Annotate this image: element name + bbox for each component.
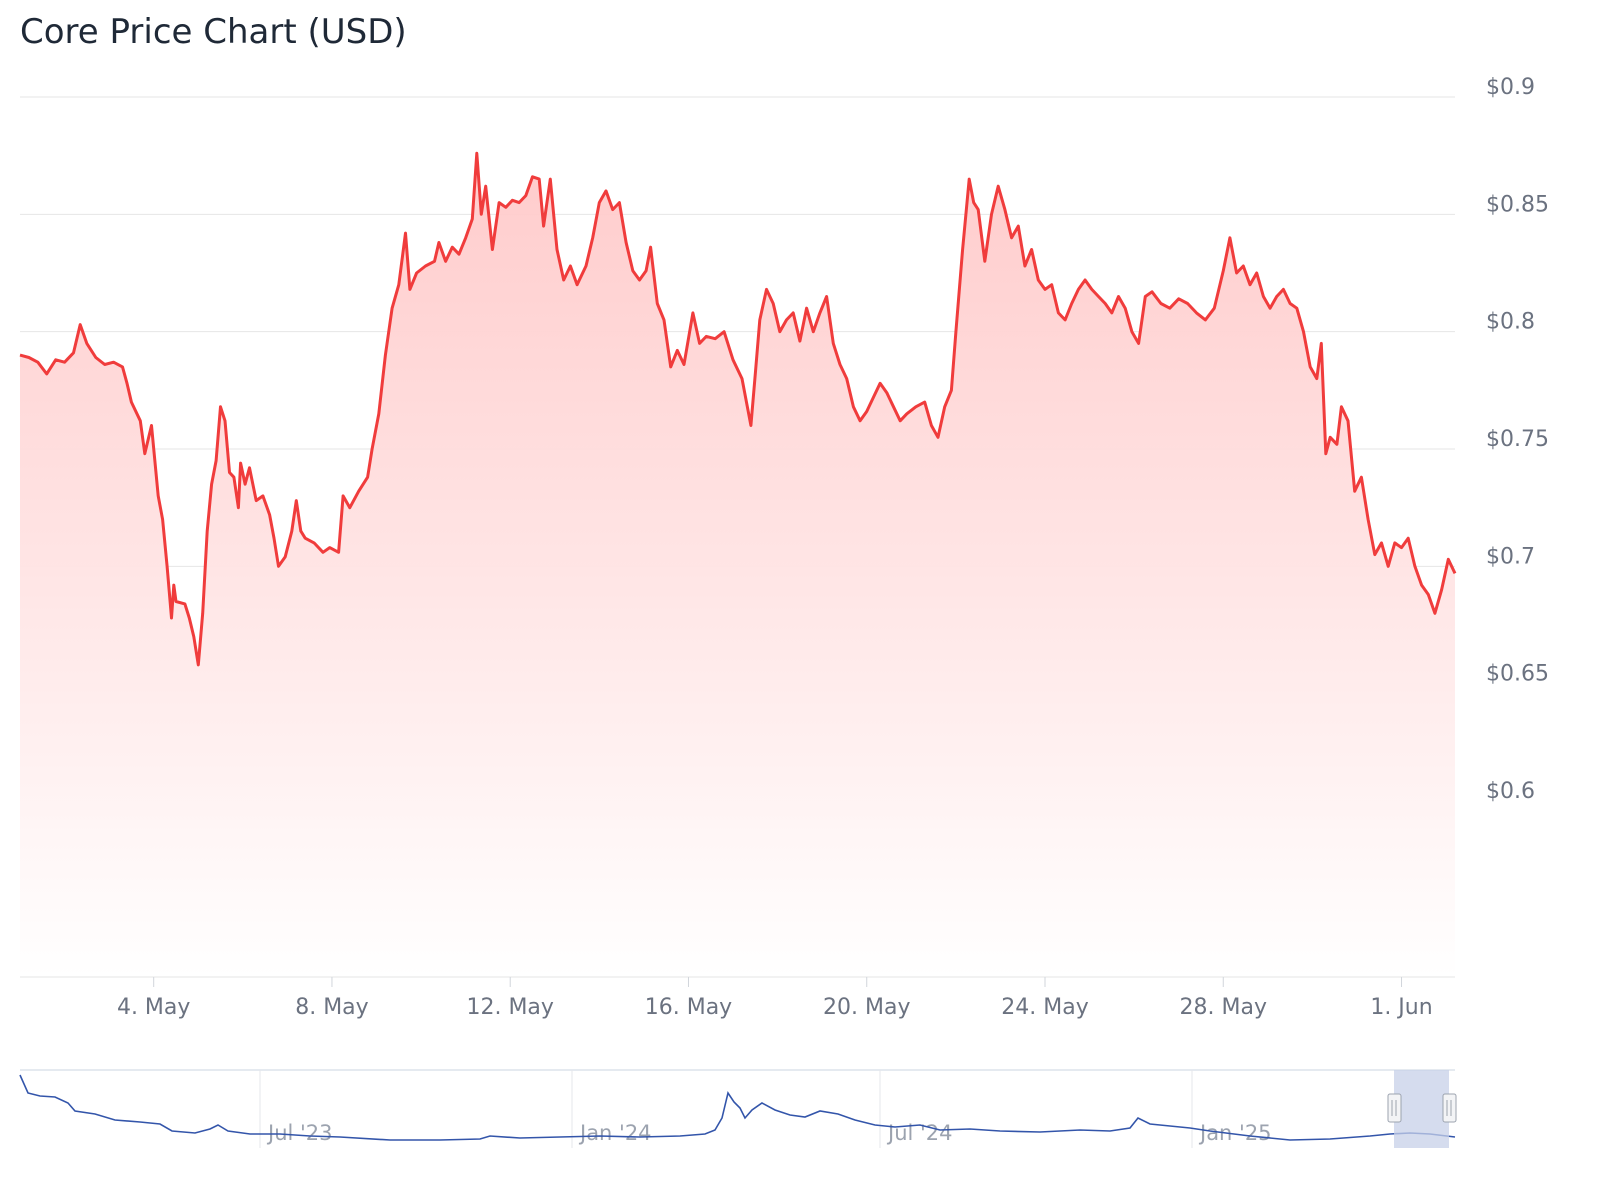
price-line [19, 151, 1457, 667]
y-tick-label: $0.8 [1486, 310, 1535, 335]
price-area [20, 153, 1455, 978]
navigator-right-handle[interactable] [1442, 1093, 1457, 1123]
navigator-left-handle[interactable] [1387, 1093, 1402, 1123]
y-tick-label: $0.65 [1486, 662, 1549, 687]
x-tick-label: 4. May [117, 995, 190, 1020]
navigator[interactable]: Jul '23 Jan '24 Jul '24 Jan '25 [19, 1069, 1457, 1148]
x-tick-label: 20. May [823, 995, 910, 1020]
x-tick-label: 28. May [1180, 995, 1267, 1020]
x-tick-label: 1. Jun [1370, 995, 1432, 1020]
y-tick-label: $0.75 [1486, 427, 1549, 452]
y-axis: $0.6 $0.65 $0.7 $0.75 $0.8 $0.85 $0.9 [1486, 75, 1549, 804]
y-tick-label: $0.9 [1486, 75, 1535, 100]
x-tick-label: 16. May [645, 995, 732, 1020]
navigator-selection[interactable] [1394, 1070, 1449, 1148]
navigator-tick-label: Jan '24 [578, 1121, 652, 1145]
x-axis: 4. May 8. May 12. May 16. May 20. May 24. May… [20, 976, 1455, 1020]
navigator-series-line [19, 1074, 1456, 1141]
y-tick-label: $0.6 [1486, 779, 1535, 804]
navigator-tick-label: Jan '25 [1198, 1121, 1272, 1145]
x-tick-label: 24. May [1001, 995, 1088, 1020]
y-tick-label: $0.7 [1486, 544, 1535, 569]
handle-body[interactable] [1387, 1093, 1402, 1123]
x-tick-label: 12. May [466, 995, 553, 1020]
handle-body[interactable] [1442, 1093, 1457, 1123]
navigator-tick-label: Jul '23 [266, 1121, 333, 1145]
y-tick-label: $0.85 [1486, 192, 1549, 217]
x-tick-label: 8. May [295, 995, 368, 1020]
page-title: Core Price Chart (USD) [20, 12, 407, 52]
